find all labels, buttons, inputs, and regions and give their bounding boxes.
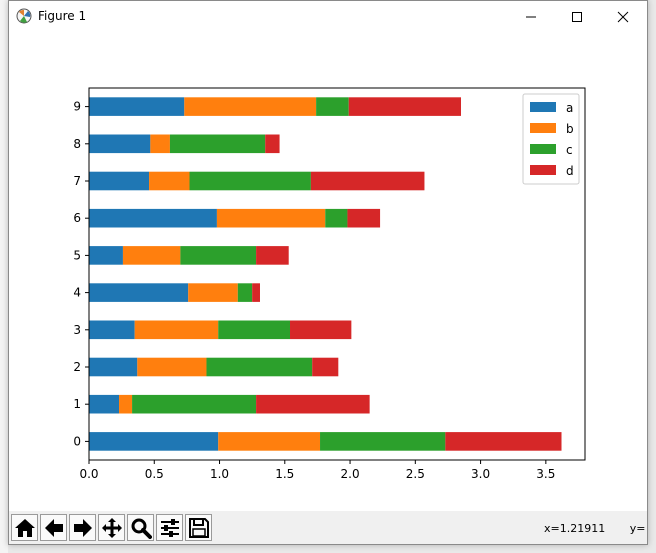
x-tick-label: 1.5 [275,467,294,481]
x-tick-label: 1.0 [210,467,229,481]
bar-segment-b-7 [149,171,190,191]
zoom-button[interactable] [127,514,154,541]
bar-segment-c-8 [169,134,266,154]
bar-segment-a-7 [89,171,150,191]
bar-segment-d-2 [312,357,339,377]
close-icon [617,11,629,22]
save-disk-icon [188,517,209,538]
y-tick-label: 9 [73,100,81,114]
legend-box [522,93,580,185]
bar-segment-d-0 [445,432,562,451]
pan-button[interactable] [98,514,125,541]
maximize-button[interactable] [554,1,600,32]
y-tick-label: 7 [73,174,81,188]
bar-segment-b-6 [216,208,326,228]
legend-swatch-b [530,123,556,133]
figure-canvas[interactable]: 0 1 2 3 4 5 6 7 8 9 0.0 0.5 1.0 1.5 2.0 2.5 3.0 3.5 a b c d [9,32,647,511]
bar-segment-d-1 [256,394,370,414]
bar-segment-a-0 [89,432,219,451]
configure-subplots-icon [160,518,179,537]
back-button[interactable] [40,514,67,541]
x-tick-label: 0.5 [145,467,164,481]
close-button[interactable] [600,1,646,32]
y-tick-label: 5 [73,248,81,262]
forward-arrow-icon [73,518,92,537]
zoom-magnifier-icon [131,518,152,539]
bar-segment-b-5 [122,246,181,265]
bar-segment-b-3 [134,320,219,340]
cursor-coordinates: x=1.21911 y= [544,522,646,535]
bar-segment-a-2 [89,357,138,377]
minimize-button[interactable] [508,1,554,32]
title-bar[interactable]: Figure 1 [9,1,647,32]
bar-segment-c-9 [316,97,349,116]
legend-label-d: d [566,164,574,178]
bar-segment-c-5 [180,246,257,265]
bar-segment-a-4 [89,283,189,302]
configure-subplots-button[interactable] [156,514,183,541]
legend-label-a: a [566,101,573,115]
home-button[interactable] [11,514,38,541]
bar-segment-b-4 [188,283,238,302]
bar-segment-c-1 [132,394,257,414]
bar-segment-a-6 [89,208,217,228]
bar-segment-b-0 [218,432,321,451]
bar-segment-d-7 [310,171,425,191]
x-tick-label: 3.0 [471,467,490,481]
bar-segment-a-5 [89,246,123,265]
save-button[interactable] [185,514,212,541]
bar-segment-d-8 [265,134,280,154]
y-tick-label: 3 [73,323,81,337]
home-icon [14,518,35,537]
bar-segment-c-3 [218,320,291,340]
legend-label-c: c [566,143,573,157]
y-tick-label: 4 [73,286,81,300]
matplotlib-app-icon [16,8,32,24]
figure-window: Figure 1 0 1 2 3 4 5 6 7 8 9 0.0 0.5 1.0 1.5 2.0 2.5 3.0… [8,0,648,545]
bar-segment-d-6 [347,208,381,228]
navigation-toolbar: x=1.21911 y= [9,511,647,544]
bar-segment-a-9 [89,97,185,116]
bar-segment-d-4 [252,283,260,302]
bar-segment-c-0 [320,432,446,451]
bar-segment-a-8 [89,134,151,154]
x-tick-label: 3.5 [536,467,555,481]
axes-frame [88,87,586,461]
bar-segment-c-7 [189,171,311,191]
back-arrow-icon [44,518,63,537]
y-tick-label: 0 [73,434,81,448]
legend-label-b: b [566,122,574,136]
bar-segment-c-4 [237,283,253,302]
x-tick-label: 0.0 [79,467,98,481]
legend-swatch-c [530,144,556,154]
bar-segment-d-9 [348,97,461,116]
bar-segment-d-5 [256,246,289,265]
background-window-edge [0,0,8,553]
bar-segment-a-3 [89,320,135,340]
bar-segment-b-2 [137,357,207,377]
window-title: Figure 1 [38,9,87,23]
bar-segment-b-9 [184,97,317,116]
bar-segment-a-1 [89,394,120,414]
y-tick-label: 2 [73,360,81,374]
minimize-icon [526,16,536,17]
y-tick-label: 6 [73,211,81,225]
bar-segment-b-8 [150,134,170,154]
bar-segment-d-3 [290,320,352,340]
bar-segment-c-6 [325,208,348,228]
legend-swatch-a [530,102,556,112]
forward-button[interactable] [69,514,96,541]
bar-segment-c-2 [206,357,313,377]
x-tick-label: 2.0 [341,467,360,481]
maximize-icon [572,11,582,22]
pan-move-icon [101,517,122,538]
y-tick-label: 1 [73,397,81,411]
x-tick-label: 2.5 [406,467,425,481]
y-tick-label: 8 [73,137,81,151]
bar-segment-b-1 [119,394,133,414]
legend-swatch-d [530,165,556,175]
